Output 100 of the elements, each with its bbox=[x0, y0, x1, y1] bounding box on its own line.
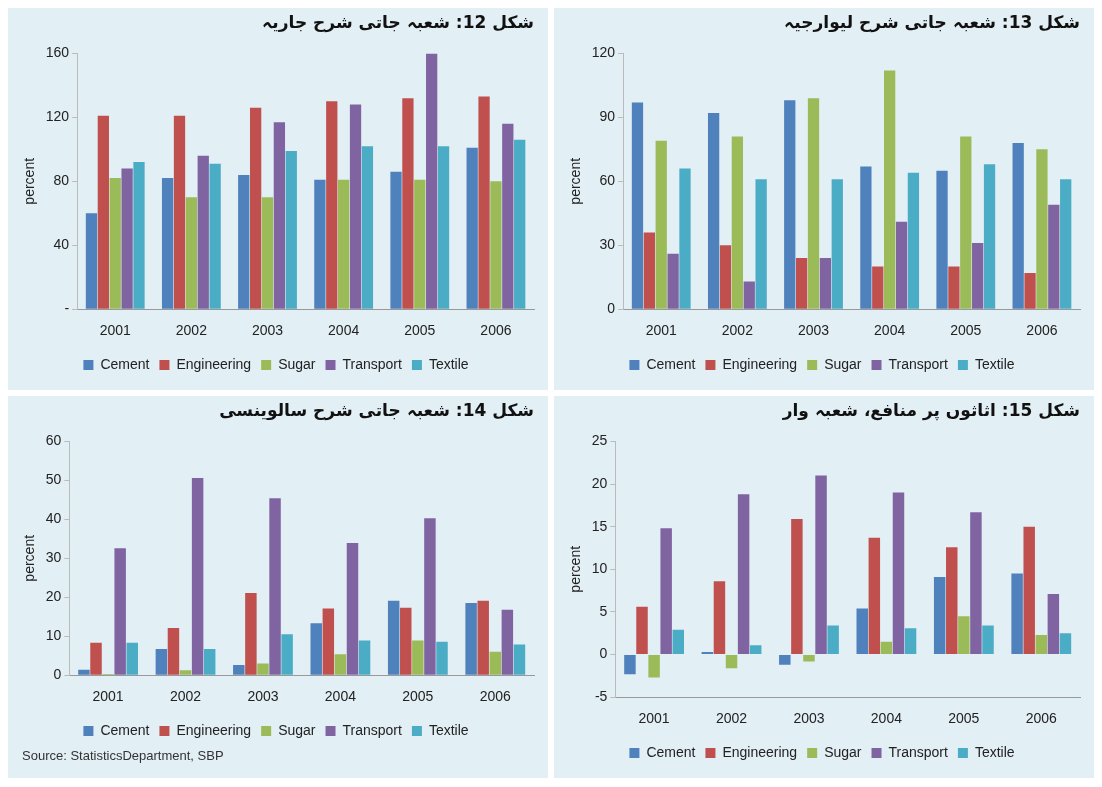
bar bbox=[731, 136, 744, 309]
y-tick-label: 40 bbox=[45, 510, 62, 527]
bar bbox=[872, 266, 884, 309]
bar bbox=[400, 607, 412, 675]
bar bbox=[933, 576, 946, 655]
x-tick-label: 2004 bbox=[874, 322, 906, 339]
bar bbox=[815, 475, 827, 655]
bar bbox=[490, 181, 502, 309]
legend-label: Engineering bbox=[176, 721, 252, 738]
y-tick-label: 90 bbox=[599, 108, 616, 125]
bar bbox=[904, 628, 917, 655]
bar bbox=[412, 640, 424, 675]
legend-label: Textile bbox=[428, 721, 469, 738]
bar bbox=[78, 669, 90, 675]
bar bbox=[655, 140, 667, 309]
bar bbox=[402, 98, 414, 309]
bar bbox=[346, 543, 359, 675]
chart-title: شکل 14: شعبہ جاتی شرح سالوینسی bbox=[218, 400, 535, 423]
bar bbox=[310, 623, 322, 675]
legend-label: Transport bbox=[888, 743, 949, 760]
chart-title: شکل 12: شعبہ جاتی شرح جاریہ bbox=[261, 12, 535, 35]
bar bbox=[1023, 526, 1035, 655]
bar bbox=[390, 171, 402, 309]
bar bbox=[827, 625, 839, 655]
x-tick-label: 2004 bbox=[324, 688, 357, 705]
x-tick-label: 2005 bbox=[402, 688, 434, 705]
bar bbox=[361, 146, 374, 309]
x-tick-label: 2002 bbox=[175, 322, 208, 339]
x-tick-label: 2006 bbox=[1025, 710, 1058, 727]
bar bbox=[713, 581, 726, 655]
bar bbox=[133, 162, 145, 309]
bar bbox=[203, 649, 216, 675]
y-tick-label: 15 bbox=[591, 517, 608, 534]
bar bbox=[197, 155, 209, 309]
bar bbox=[749, 645, 762, 655]
legend-label: Cement bbox=[100, 355, 150, 372]
y-tick-label: 30 bbox=[599, 236, 616, 253]
bar bbox=[414, 179, 426, 309]
bar bbox=[477, 600, 489, 675]
bar bbox=[245, 592, 257, 675]
bar bbox=[281, 634, 293, 675]
x-tick-label: 2002 bbox=[715, 710, 748, 727]
bar bbox=[1047, 594, 1060, 655]
bar bbox=[161, 178, 174, 309]
x-tick-label: 2005 bbox=[950, 322, 982, 339]
bar bbox=[90, 642, 102, 675]
x-tick-label: 2004 bbox=[870, 710, 903, 727]
legend-label: Transport bbox=[342, 721, 403, 738]
bar bbox=[755, 179, 767, 309]
x-tick-label: 2006 bbox=[479, 688, 512, 705]
bar bbox=[643, 232, 655, 309]
bar bbox=[1024, 272, 1036, 309]
bar bbox=[725, 655, 738, 669]
bar bbox=[85, 213, 98, 309]
bar bbox=[860, 166, 872, 309]
bar bbox=[892, 492, 905, 655]
source-note: Source: StatisticsDepartment, SBP bbox=[21, 748, 225, 763]
bar bbox=[121, 168, 133, 309]
bar bbox=[1011, 573, 1023, 655]
bar bbox=[868, 537, 881, 655]
bar bbox=[273, 122, 286, 309]
x-tick-label: 2005 bbox=[404, 322, 436, 339]
bar bbox=[624, 655, 636, 675]
bar bbox=[856, 608, 868, 655]
bar bbox=[960, 136, 972, 309]
bar bbox=[97, 115, 109, 309]
x-tick-label: 2003 bbox=[247, 688, 279, 705]
legend-label: Transport bbox=[888, 355, 949, 372]
y-tick-label: 160 bbox=[45, 44, 70, 61]
bar bbox=[779, 655, 791, 665]
bar bbox=[334, 654, 347, 675]
bar bbox=[907, 172, 920, 309]
bar bbox=[946, 547, 958, 655]
y-tick-label: 80 bbox=[53, 172, 70, 189]
x-tick-label: 2001 bbox=[92, 688, 124, 705]
legend-label: Sugar bbox=[824, 355, 862, 372]
legend-label: Cement bbox=[100, 721, 150, 738]
y-tick-label: 0 bbox=[53, 666, 62, 683]
bar bbox=[660, 528, 672, 655]
y-tick-label: 10 bbox=[45, 627, 62, 644]
bar bbox=[314, 179, 326, 309]
bar bbox=[719, 245, 732, 309]
x-tick-label: 2006 bbox=[480, 322, 512, 339]
bar bbox=[514, 139, 526, 309]
bar bbox=[349, 104, 362, 309]
bar bbox=[972, 243, 984, 309]
x-tick-label: 2002 bbox=[169, 688, 202, 705]
y-tick-label: 60 bbox=[599, 172, 616, 189]
bar bbox=[502, 123, 514, 309]
bar bbox=[983, 164, 996, 309]
bar bbox=[667, 253, 679, 309]
bar bbox=[970, 512, 982, 655]
y-tick-label: -5 bbox=[594, 688, 608, 705]
y-tick-label: 20 bbox=[45, 588, 62, 605]
y-tick-label: 50 bbox=[45, 471, 62, 488]
bar bbox=[322, 608, 335, 675]
bar bbox=[1060, 179, 1072, 309]
bar bbox=[880, 641, 893, 655]
bar bbox=[109, 178, 121, 309]
bar bbox=[1048, 204, 1060, 309]
